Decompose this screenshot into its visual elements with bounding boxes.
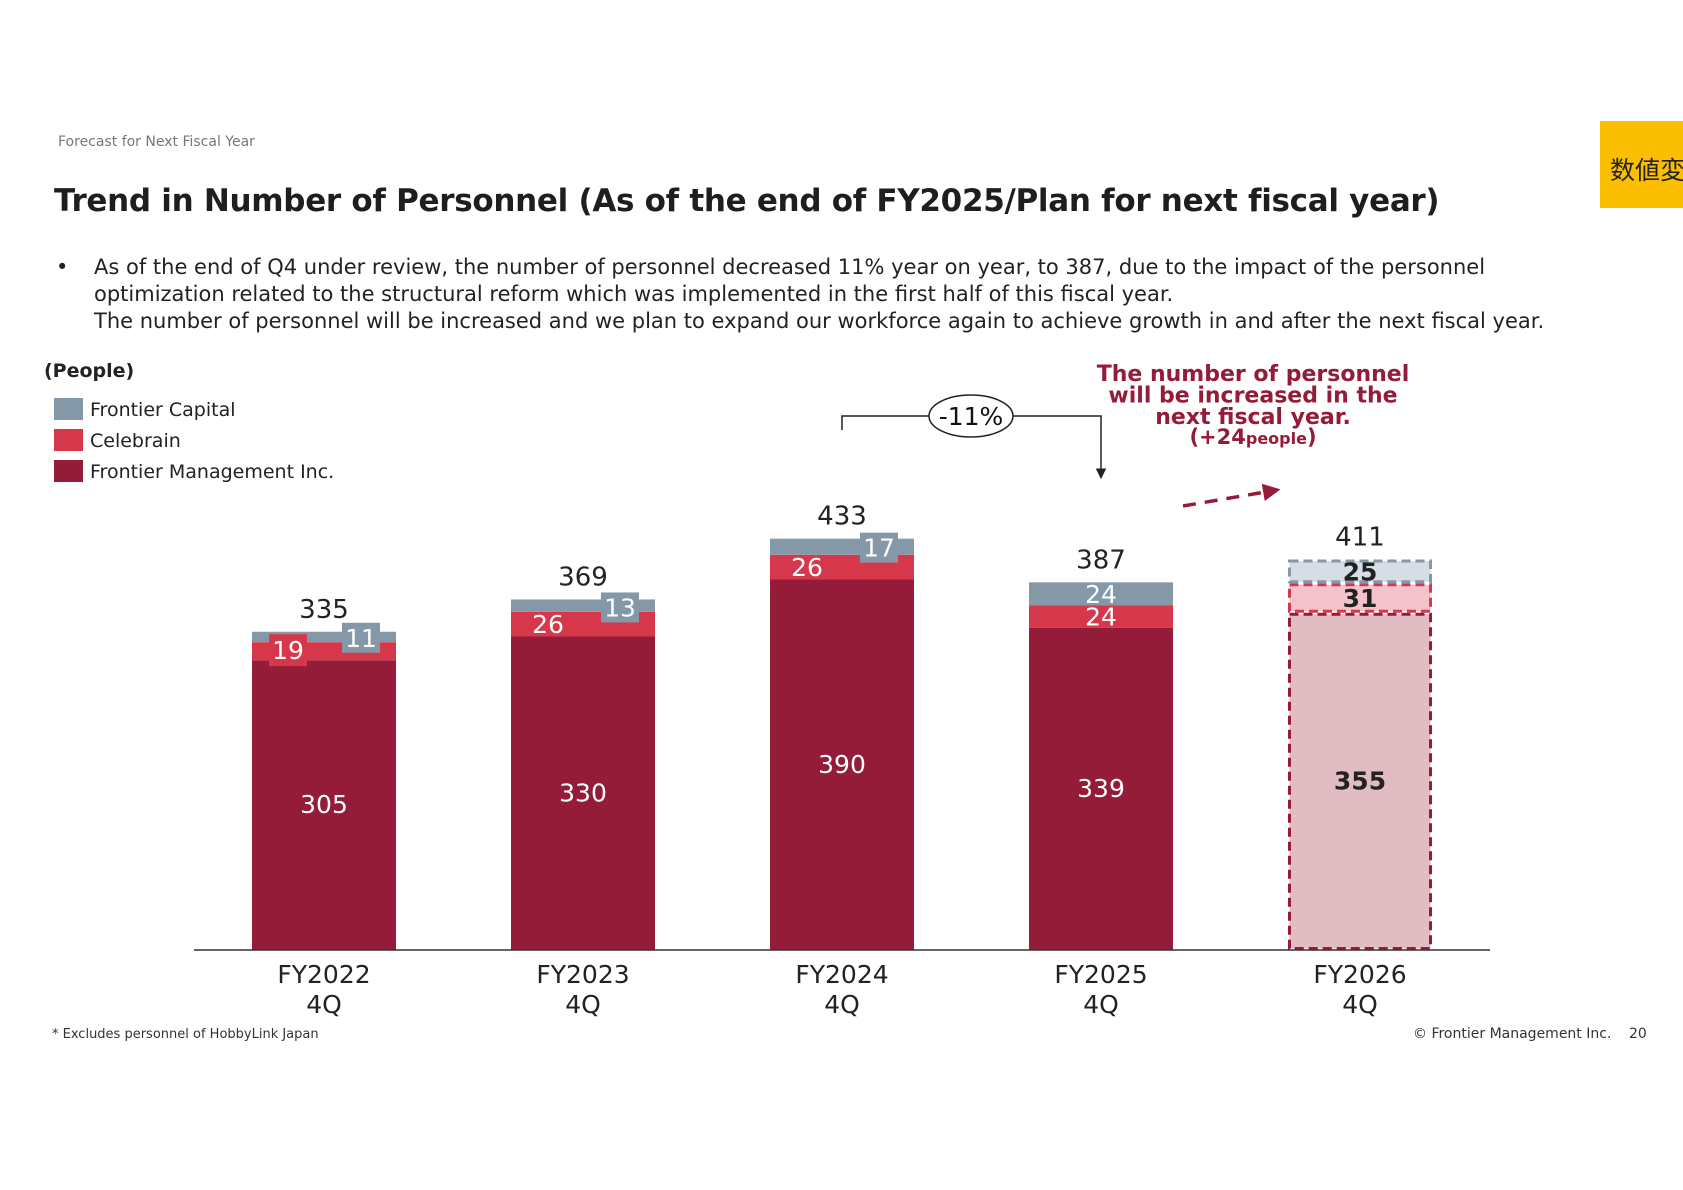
category-sublabel: 4Q <box>1342 990 1378 1019</box>
data-label: 330 <box>559 778 607 807</box>
total-label: 411 <box>1335 523 1385 553</box>
data-label: 355 <box>1334 766 1386 795</box>
data-label: 19 <box>272 636 304 665</box>
bar-segment-celebrain-plan <box>1288 583 1432 613</box>
bar-segment-frontier-management-plan <box>1288 612 1432 950</box>
chart-bars <box>194 538 1490 951</box>
bar-segment-frontier-management <box>1029 627 1173 950</box>
bullet-line-3: The number of personnel will be increase… <box>94 309 1545 333</box>
yoy-label: -11% <box>939 402 1004 431</box>
callout-sub: (+24people) <box>1189 425 1316 449</box>
category-sublabel: 4Q <box>1083 990 1119 1019</box>
data-label-tab <box>860 532 898 563</box>
total-label: 433 <box>817 502 867 532</box>
data-label: 17 <box>863 534 895 563</box>
callout-sub-suffix: ) <box>1307 425 1317 449</box>
total-label: 369 <box>558 562 608 592</box>
data-label: 26 <box>532 610 564 639</box>
category-label: FY2022 <box>277 960 370 989</box>
bar-segment-celebrain <box>1029 605 1173 628</box>
unit-label: (People) <box>44 360 134 382</box>
bar-segment-frontier-management <box>511 636 655 950</box>
data-label: 26 <box>791 553 823 582</box>
data-label: 390 <box>818 750 866 779</box>
category-label: FY2024 <box>795 960 888 989</box>
data-label: 24 <box>1085 603 1117 632</box>
data-label: 339 <box>1077 774 1125 803</box>
summary-bullet: • As of the end of Q4 under review, the … <box>56 254 1646 335</box>
callout-sub-unit: people <box>1246 429 1307 448</box>
legend-label: Celebrain <box>90 430 181 452</box>
footnote: * Excludes personnel of HobbyLink Japan <box>52 1027 319 1042</box>
callout-line: will be increased in the <box>1108 384 1397 409</box>
bar-segment-frontier-management <box>252 660 396 950</box>
data-label: 25 <box>1343 557 1378 586</box>
legend-swatch <box>54 429 83 451</box>
category-label: FY2023 <box>536 960 629 989</box>
bar-segment-frontier-capital <box>1029 582 1173 606</box>
data-label-tab <box>601 592 639 623</box>
legend-swatch <box>54 398 83 420</box>
page-title: Trend in Number of Personnel (As of the … <box>54 183 1440 219</box>
data-label: 13 <box>604 593 636 622</box>
category-label: FY2025 <box>1054 960 1147 989</box>
bullet-line-2: optimization related to the structural r… <box>94 282 1174 306</box>
yoy-badge <box>928 394 1014 438</box>
category-sublabel: 4Q <box>565 990 601 1019</box>
category-label: FY2026 <box>1313 960 1406 989</box>
chart-legend: (People) Frontier Capital Celebrain Frontie… <box>44 360 334 483</box>
total-label: 387 <box>1076 545 1126 575</box>
data-label: 24 <box>1085 580 1117 609</box>
data-label: 11 <box>345 624 377 653</box>
legend-label: Frontier Management Inc. <box>90 461 334 483</box>
plan-arrow <box>1182 483 1281 508</box>
data-label: 305 <box>300 790 348 819</box>
page-number: 20 <box>1629 1026 1647 1042</box>
category-sublabel: 4Q <box>824 990 860 1019</box>
bullet-dot: • <box>56 255 69 279</box>
corner-tag-text: 数値変 <box>1610 156 1683 185</box>
section-eyebrow: Forecast for Next Fiscal Year <box>58 134 255 150</box>
corner-tag: 数値変 <box>1600 121 1683 208</box>
bar-segment-frontier-capital <box>252 631 396 643</box>
bar-segment-frontier-management <box>770 579 914 950</box>
bar-segment-frontier-capital-plan <box>1288 559 1432 584</box>
data-label: 31 <box>1343 584 1378 613</box>
legend-label: Frontier Capital <box>90 399 236 421</box>
data-label-tab <box>342 622 380 653</box>
legend-swatch <box>54 460 83 482</box>
bullet-line-1: As of the end of Q4 under review, the nu… <box>94 255 1486 279</box>
total-label: 335 <box>299 595 349 625</box>
callout-line: The number of personnel <box>1097 362 1410 387</box>
data-label-tab <box>269 634 307 667</box>
copyright: © Frontier Management Inc. <box>1413 1026 1612 1042</box>
category-sublabel: 4Q <box>306 990 342 1019</box>
callout-sub-prefix: (+24 <box>1189 425 1245 449</box>
callout-line: next fiscal year. <box>1155 405 1351 430</box>
